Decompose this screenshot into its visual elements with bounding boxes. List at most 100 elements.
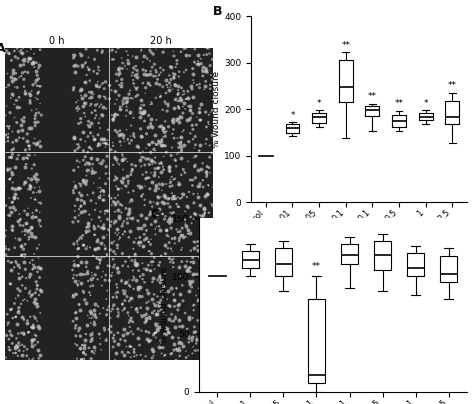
Point xyxy=(169,116,177,122)
Point xyxy=(142,235,149,241)
Point xyxy=(122,287,129,294)
Point xyxy=(204,243,211,249)
Point xyxy=(94,66,102,73)
Bar xyxy=(5,256,109,360)
Point xyxy=(159,287,166,294)
Point xyxy=(107,147,115,153)
Point xyxy=(24,317,31,324)
Point xyxy=(93,47,101,53)
Point xyxy=(178,244,186,251)
Point xyxy=(115,161,123,168)
Point xyxy=(16,61,24,68)
Point xyxy=(201,210,209,216)
Point xyxy=(71,147,79,154)
Point xyxy=(71,208,79,214)
Point xyxy=(84,122,91,128)
Point xyxy=(183,267,191,274)
Point xyxy=(99,112,106,118)
Point xyxy=(191,153,199,160)
Point xyxy=(173,163,180,170)
Point xyxy=(137,327,145,334)
Point xyxy=(70,84,78,91)
Point xyxy=(185,103,192,109)
Point xyxy=(146,212,154,218)
Point xyxy=(36,221,43,227)
Point xyxy=(160,153,168,160)
Point xyxy=(151,172,158,178)
Point xyxy=(34,90,42,97)
Point xyxy=(191,163,199,170)
Point xyxy=(91,107,99,114)
Point xyxy=(148,64,156,70)
Point xyxy=(16,348,24,354)
Point xyxy=(197,242,204,248)
Point xyxy=(11,84,18,90)
Point xyxy=(8,306,16,312)
Point xyxy=(83,243,91,250)
Point xyxy=(143,72,150,78)
Point xyxy=(198,166,205,173)
Point xyxy=(12,235,19,242)
Point xyxy=(75,302,83,308)
Point xyxy=(175,238,183,244)
Point xyxy=(100,192,108,199)
Point xyxy=(6,50,13,57)
Point xyxy=(16,104,24,111)
Point xyxy=(23,346,31,353)
Point xyxy=(33,286,41,292)
Point xyxy=(171,157,179,163)
Point xyxy=(192,271,200,277)
Point xyxy=(126,209,133,216)
Point xyxy=(11,244,18,251)
Point xyxy=(114,242,121,248)
Point xyxy=(33,207,40,214)
Point xyxy=(95,93,102,99)
Point xyxy=(196,117,204,123)
Point xyxy=(89,161,97,167)
Point xyxy=(177,147,185,153)
Point xyxy=(194,347,202,354)
Point xyxy=(188,220,195,227)
Point xyxy=(148,211,156,218)
Point xyxy=(165,166,173,173)
Point xyxy=(141,90,149,97)
Point xyxy=(96,67,103,74)
Point xyxy=(30,298,37,305)
Point xyxy=(155,320,162,327)
Point xyxy=(12,70,20,76)
Point xyxy=(14,353,22,359)
Point xyxy=(28,324,36,330)
Point xyxy=(195,285,202,291)
Point xyxy=(142,169,150,175)
Point xyxy=(197,117,205,123)
Point xyxy=(123,173,131,180)
Point xyxy=(170,48,177,55)
Point xyxy=(75,180,83,187)
Point xyxy=(36,274,43,281)
Point xyxy=(155,303,163,310)
Point xyxy=(137,46,145,53)
Point xyxy=(23,48,31,55)
Point xyxy=(171,97,179,103)
Point xyxy=(107,247,114,253)
Point xyxy=(21,179,28,186)
Point xyxy=(112,49,120,55)
Point xyxy=(159,84,166,90)
Point xyxy=(191,175,199,181)
Point xyxy=(98,160,105,166)
Point xyxy=(84,149,91,156)
Point xyxy=(139,191,147,198)
Point xyxy=(187,259,194,265)
Point xyxy=(26,234,33,240)
Point xyxy=(139,276,146,282)
Point xyxy=(128,166,136,172)
Point xyxy=(204,119,212,125)
Point xyxy=(124,52,132,58)
Point xyxy=(177,340,184,347)
Point xyxy=(168,285,175,292)
Point xyxy=(112,175,120,181)
Point xyxy=(91,311,99,317)
Point xyxy=(9,332,17,339)
Point xyxy=(157,276,165,282)
Point xyxy=(113,264,121,271)
